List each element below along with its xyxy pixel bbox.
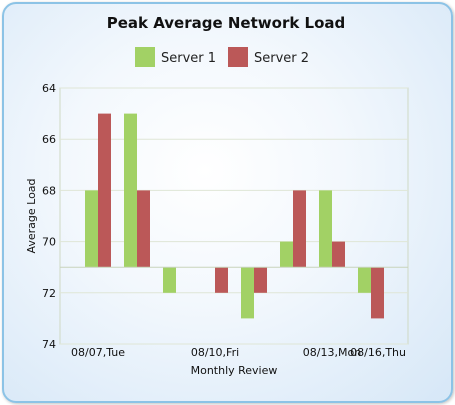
y-tick-label: 66	[42, 133, 56, 146]
x-tick-label: 08/16,Thu	[350, 346, 406, 359]
x-tick-label: 08/07,Tue	[71, 346, 125, 359]
bars	[85, 113, 384, 319]
y-tick-label: 68	[42, 184, 56, 197]
y-axis-ticks: 64 66 68 70 72 74	[42, 82, 56, 351]
bar-server-2-08-13	[332, 241, 345, 268]
y-tick-label: 64	[42, 82, 56, 95]
y-tick-label: 70	[42, 236, 56, 249]
legend-swatch-server-1	[135, 47, 155, 67]
bar-server-1-08-12	[280, 241, 293, 268]
chart-title: Peak Average Network Load	[107, 14, 346, 32]
bar-server-1-08-07	[85, 190, 98, 268]
grid	[60, 87, 408, 345]
plot-area	[59, 87, 409, 345]
bar-server-1-08-14	[358, 267, 371, 293]
bar-server-1-08-11	[241, 267, 254, 319]
bar-server-1-08-13	[319, 190, 332, 268]
x-axis-label: Monthly Review	[191, 364, 278, 377]
legend-label-server-1: Server 1	[161, 51, 216, 66]
bar-server-2-08-11	[254, 267, 267, 293]
bar-server-1-08-08	[124, 113, 137, 268]
x-tick-label: 08/10,Fri	[191, 346, 239, 359]
y-tick-label: 74	[42, 338, 56, 351]
bar-server-2-08-10	[215, 267, 228, 293]
x-tick-label: 08/13,Mon	[303, 346, 361, 359]
legend-swatch-server-2	[228, 47, 248, 67]
y-axis-label: Average Load	[25, 178, 38, 253]
bar-server-1-08-09	[163, 267, 176, 293]
y-tick-label: 72	[42, 287, 56, 300]
bar-server-2-08-07	[98, 113, 111, 268]
legend-label-server-2: Server 2	[254, 51, 309, 66]
bar-server-2-08-08	[137, 190, 150, 268]
bar-server-2-08-14	[371, 267, 384, 319]
legend: Server 1 Server 2	[135, 47, 309, 67]
bar-server-2-08-12	[293, 190, 306, 268]
